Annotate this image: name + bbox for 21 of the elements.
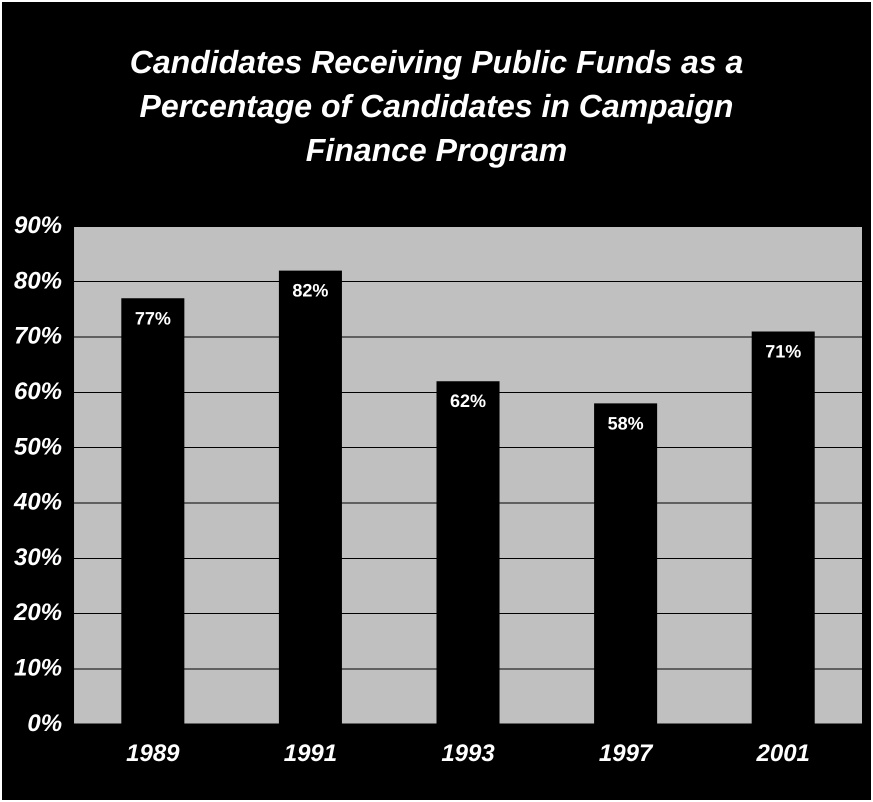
x-tick-label: 1991: [284, 740, 338, 768]
y-tick-label: 80%: [14, 267, 62, 294]
data-label: 71%: [765, 341, 802, 362]
y-tick-label: 70%: [14, 322, 62, 350]
x-tick-label: 1997: [598, 740, 654, 768]
data-label: 77%: [134, 308, 171, 328]
y-tick-label: 0%: [27, 710, 62, 737]
y-tick-label: 50%: [14, 433, 62, 460]
x-tick-label: 1993: [441, 740, 496, 768]
data-label: 58%: [608, 413, 644, 434]
y-tick-label: 90%: [14, 212, 62, 240]
y-tick-label: 20%: [12, 599, 62, 626]
x-tick-label: 1989: [126, 740, 180, 768]
y-tick-label: 10%: [14, 654, 62, 682]
y-tick-label: 30%: [14, 544, 62, 571]
data-label: 62%: [450, 391, 486, 412]
x-tick-label: 2001: [756, 740, 810, 768]
chart-title: Candidates Receiving Public Funds as a Percentage of Candidates in Campaign Finance Program: [128, 43, 744, 170]
y-tick-label: 60%: [14, 378, 62, 405]
y-tick-label: 40%: [12, 488, 62, 516]
data-label: 82%: [292, 280, 328, 301]
